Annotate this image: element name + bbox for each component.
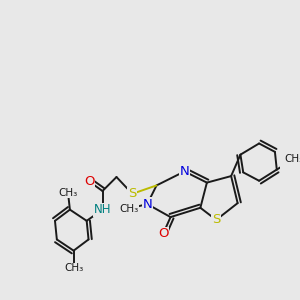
Text: CH₃: CH₃ bbox=[119, 204, 138, 214]
Text: N: N bbox=[180, 165, 189, 178]
Text: CH₃: CH₃ bbox=[284, 154, 300, 164]
Text: O: O bbox=[158, 227, 168, 240]
Text: NH: NH bbox=[94, 203, 111, 216]
Text: CH₃: CH₃ bbox=[58, 188, 78, 198]
Text: S: S bbox=[212, 213, 220, 226]
Text: S: S bbox=[128, 187, 136, 200]
Text: CH₃: CH₃ bbox=[64, 263, 83, 273]
Text: O: O bbox=[84, 175, 95, 188]
Text: N: N bbox=[142, 198, 152, 211]
